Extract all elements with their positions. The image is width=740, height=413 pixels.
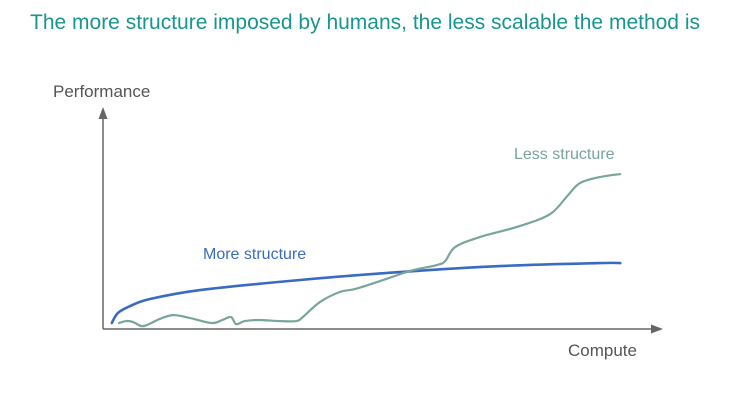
series-line-more-structure: [110, 261, 622, 325]
slide-title: The more structure imposed by humans, th…: [30, 11, 700, 34]
x-axis-label: Compute: [568, 341, 637, 360]
series-label-more-structure: More structure: [203, 246, 307, 263]
series-label-less-structure: Less structure: [514, 146, 615, 163]
y-axis-label: Performance: [53, 82, 151, 101]
series-line-less-structure: [117, 172, 622, 328]
